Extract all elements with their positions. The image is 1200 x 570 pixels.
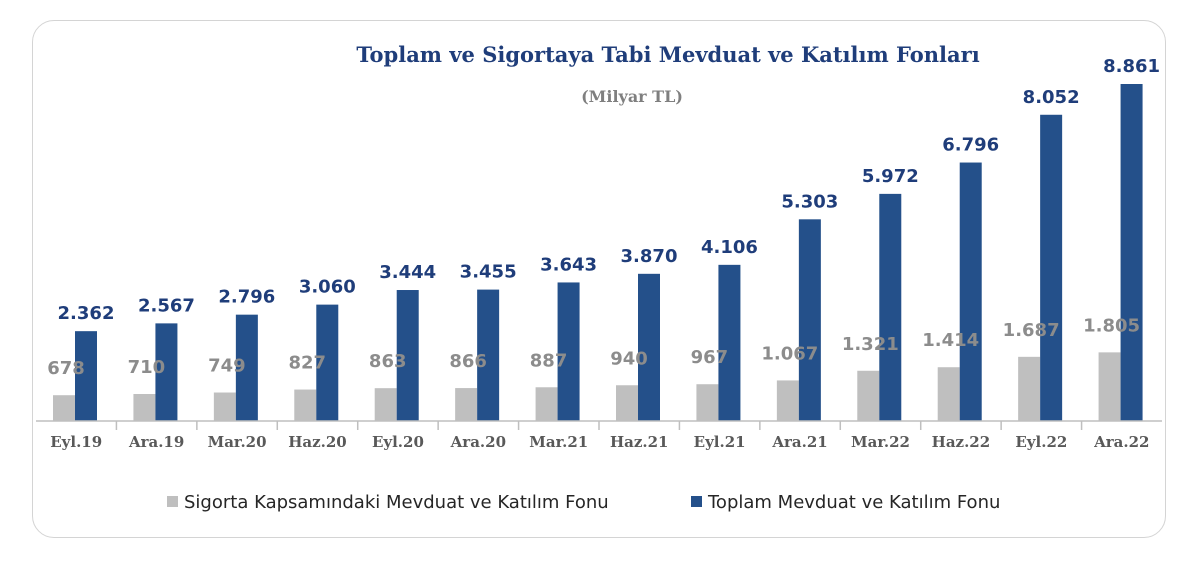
data-label-total: 8.861 [1103, 56, 1160, 77]
x-tick-label: Ara.19 [128, 433, 184, 451]
data-label-insured: 1.321 [842, 334, 899, 355]
bar-total [477, 289, 500, 421]
bars-group: 678 2.362 710 2.567 749 2.796 827 3.060 863 3.444… [47, 56, 1160, 422]
data-label-insured: 866 [449, 351, 487, 372]
x-tick-label: Haz.20 [288, 433, 347, 451]
legend-label: Toplam Mevduat ve Katılım Fonu [707, 492, 1000, 513]
data-label-total: 3.060 [299, 277, 356, 298]
bar-insured [294, 389, 317, 421]
data-label-insured: 827 [288, 353, 326, 374]
x-tick-label: Ara.20 [450, 433, 506, 451]
data-label-total: 3.455 [460, 262, 517, 283]
bar-total [1040, 114, 1063, 421]
data-label-insured: 940 [610, 348, 648, 369]
bar-insured [213, 392, 236, 421]
bar-insured [696, 384, 719, 421]
data-label-total: 6.796 [942, 135, 999, 156]
bar-insured [937, 367, 960, 421]
data-label-insured: 967 [691, 347, 729, 368]
data-label-insured: 887 [530, 350, 568, 371]
x-tick-label: Eyl.22 [1015, 433, 1067, 451]
data-label-insured: 678 [47, 358, 85, 379]
data-label-total: 5.303 [781, 191, 838, 212]
chart-subtitle: (Milyar TL) [581, 87, 683, 106]
data-label-total: 2.362 [58, 303, 115, 324]
bar-total [316, 304, 339, 421]
bar-total [879, 193, 902, 421]
bar-insured [1018, 356, 1041, 421]
bar-total [75, 331, 97, 421]
legend-swatch [691, 496, 702, 507]
bar-total [959, 162, 982, 422]
bar-insured [455, 388, 478, 421]
bar-insured [616, 385, 638, 421]
bar-total [1120, 84, 1143, 421]
bar-total [638, 273, 660, 421]
data-label-insured: 1.687 [1003, 320, 1060, 341]
data-label-total: 5.972 [862, 166, 919, 187]
x-tick-label: Ara.22 [1093, 433, 1149, 451]
data-label-insured: 1.805 [1083, 315, 1140, 336]
x-tick-label: Haz.22 [932, 433, 991, 451]
data-label-total: 4.106 [701, 237, 758, 258]
bar-insured [374, 388, 397, 421]
bar-total [557, 282, 580, 421]
data-label-insured: 710 [128, 357, 166, 378]
x-tick-label: Eyl.20 [372, 433, 424, 451]
x-tick-label: Ara.21 [771, 433, 827, 451]
x-tick-label: Haz.21 [610, 433, 669, 451]
bar-insured [535, 387, 558, 421]
x-tick-label: Mar.20 [208, 433, 267, 451]
x-tick-label: Mar.21 [529, 433, 588, 451]
legend-label: Sigorta Kapsamındaki Mevduat ve Katılım … [184, 492, 609, 513]
data-label-total: 2.567 [138, 295, 195, 316]
chart-title: Toplam ve Sigortaya Tabi Mevduat ve Katı… [356, 42, 979, 67]
data-label-total: 3.870 [621, 246, 678, 267]
data-label-insured: 863 [369, 351, 407, 372]
data-label-insured: 749 [208, 356, 246, 377]
x-axis-ticks: Eyl.19 Ara.19 Mar.20 Haz.20 Eyl.20 Ara.20 Mar.… [50, 421, 1149, 451]
data-label-total: 3.643 [540, 254, 597, 275]
data-label-insured: 1.067 [761, 343, 818, 364]
bar-insured [776, 380, 799, 421]
data-label-total: 2.796 [218, 287, 275, 308]
bar-total [235, 314, 258, 421]
legend: Sigorta Kapsamındaki Mevduat ve Katılım … [167, 492, 1000, 513]
bar-total [798, 219, 821, 421]
x-tick-label: Eyl.19 [50, 433, 102, 451]
x-tick-label: Eyl.21 [694, 433, 746, 451]
bar-insured [1098, 352, 1121, 421]
bar-total [396, 290, 419, 421]
bar-total [718, 264, 741, 421]
data-label-total: 8.052 [1023, 87, 1080, 108]
bar-insured [133, 393, 156, 421]
data-label-insured: 1.414 [922, 330, 979, 351]
bar-insured [53, 395, 75, 421]
x-tick-label: Mar.22 [851, 433, 910, 451]
bar-total [155, 323, 178, 421]
data-label-total: 3.444 [379, 262, 436, 283]
legend-swatch [167, 496, 178, 507]
bar-insured [857, 370, 880, 421]
